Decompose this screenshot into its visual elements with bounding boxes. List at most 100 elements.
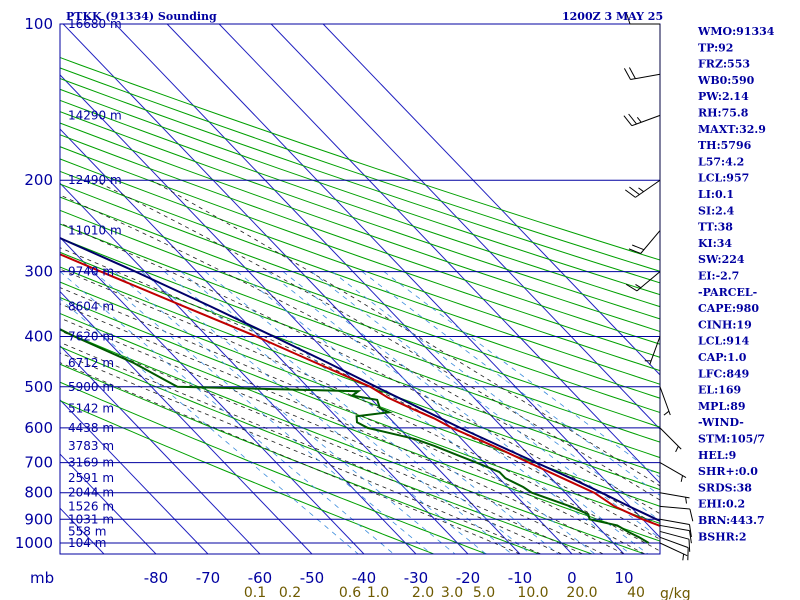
height-label: 16680 m xyxy=(68,17,122,31)
mixing-ratio-line xyxy=(331,271,660,522)
height-label: 1526 m xyxy=(68,499,114,513)
dry-adiabat-line xyxy=(60,67,660,272)
mixing-ratio-line xyxy=(180,271,531,554)
mixing-ratio-unit-label: g/kg xyxy=(660,586,691,600)
sounding-index-item: SI:2.4 xyxy=(698,204,735,217)
wind-barb xyxy=(625,179,661,198)
height-label: 104 m xyxy=(68,536,106,550)
mixing-ratio-line xyxy=(60,271,394,554)
height-label: 4438 m xyxy=(68,421,114,435)
dry-adiabat-line xyxy=(60,88,660,296)
mixing-ratio-labels: 0.1 0.2 0.6 1.0 2.0 3.0 5.0 10.0 20.0 40 xyxy=(244,585,645,600)
isotherm-line xyxy=(270,24,660,430)
height-label: 12490 m xyxy=(68,173,122,187)
sounding-index-item: -WIND- xyxy=(698,416,744,429)
pressure-tick-label: 900 xyxy=(24,510,53,528)
pressure-axis-labels: 100 200 300 400 500 600 700 800 900 1000 xyxy=(15,15,53,552)
sounding-index-item: TT:38 xyxy=(698,221,733,234)
station-title: PTKK (91334) Sounding xyxy=(66,10,217,23)
mixing-ratio-line xyxy=(93,271,432,554)
dry-adiabat-line xyxy=(60,111,660,320)
temperature-tick-label: -40 xyxy=(352,569,377,587)
sounding-index-item: WB0:590 xyxy=(697,74,755,87)
mixing-ratio-line xyxy=(267,271,631,554)
mixing-ratio-line xyxy=(141,271,487,554)
isotherm-line xyxy=(60,399,209,554)
sounding-trace-line xyxy=(60,328,650,544)
isotherm-line xyxy=(60,236,365,554)
sounding-index-item: HEL:9 xyxy=(698,449,736,462)
wind-barb xyxy=(659,492,690,504)
sounding-index-item: EL:169 xyxy=(698,384,741,397)
temperature-tick-label: -10 xyxy=(508,569,533,587)
temperature-tick-label: -80 xyxy=(144,569,169,587)
dry-adiabat-line xyxy=(60,329,645,554)
dry-adiabat-line xyxy=(60,266,660,491)
dry-adiabat-lines xyxy=(60,56,660,554)
moist-adiabat-line xyxy=(60,341,562,554)
sounding-index-item: CAP:1.0 xyxy=(698,351,747,364)
sounding-index-item: FRZ:553 xyxy=(698,58,750,71)
mixing-ratio-line xyxy=(114,271,456,554)
height-label: 6712 m xyxy=(68,356,114,370)
dry-adiabat-line xyxy=(60,183,660,399)
sounding-index-item: KI:34 xyxy=(698,237,732,250)
mixing-ratio-line xyxy=(282,271,649,554)
sounding-trace-line xyxy=(60,236,660,522)
temperature-tick-label: 10 xyxy=(614,569,633,587)
mixing-ratio-line xyxy=(383,271,660,478)
dry-adiabat-line xyxy=(60,381,487,554)
sounding-index-item: L57:4.2 xyxy=(698,155,744,168)
wind-barb xyxy=(623,113,661,127)
mixing-ratio-label: 3.0 xyxy=(441,585,463,600)
wind-barb xyxy=(625,11,660,25)
wind-barb xyxy=(659,524,692,544)
height-label: 1031 m xyxy=(68,512,114,526)
sounding-index-item: -PARCEL- xyxy=(698,286,757,299)
pressure-tick-label: 200 xyxy=(24,171,53,189)
temperature-tick-label: -50 xyxy=(300,569,325,587)
isotherm-line xyxy=(60,290,313,554)
moist-adiabat-lines xyxy=(60,179,660,554)
height-label: 7620 m xyxy=(68,329,114,343)
mixing-ratio-label: 5.0 xyxy=(473,585,495,600)
dry-adiabat-line xyxy=(60,146,660,358)
isotherm-line xyxy=(62,24,573,554)
dry-adiabat-line xyxy=(60,196,660,414)
pressure-tick-label: 400 xyxy=(24,327,53,345)
mixing-ratio-lines xyxy=(60,271,660,554)
sounding-index-item: BRN:443.7 xyxy=(698,514,765,527)
sounding-index-item: CINH:19 xyxy=(698,318,752,331)
moist-adiabat-line xyxy=(60,317,604,554)
pressure-tick-label: 300 xyxy=(24,263,53,281)
dry-adiabat-line xyxy=(60,56,660,261)
pressure-unit-label: mb xyxy=(30,569,54,587)
wind-barbs xyxy=(623,11,694,561)
dry-adiabat-line xyxy=(60,400,434,554)
moist-adiabat-line xyxy=(60,303,625,554)
height-label: 558 m xyxy=(68,524,106,538)
dry-adiabat-line xyxy=(60,363,540,554)
sounding-index-item: EI:-2.7 xyxy=(698,270,739,283)
sounding-indices-panel: WMO:91334 TP:92 FRZ:553 WB0:590 PW:2.14 RH:75… xyxy=(697,25,775,543)
sounding-index-item: PW:2.14 xyxy=(698,90,749,103)
pressure-tick-label: 1000 xyxy=(15,534,53,552)
height-label: 9740 m xyxy=(68,265,114,279)
sounding-index-item: TH:5796 xyxy=(698,139,752,152)
pressure-tick-label: 700 xyxy=(24,454,53,472)
sounding-index-item: STM:105/7 xyxy=(698,433,765,446)
wind-barb xyxy=(659,462,687,482)
sounding-index-item: SW:224 xyxy=(698,253,745,266)
mixing-ratio-line xyxy=(60,298,359,554)
mixing-ratio-line xyxy=(236,271,596,554)
moist-adiabat-line xyxy=(151,179,660,487)
temperature-tick-label: -60 xyxy=(248,569,273,587)
dry-adiabat-line xyxy=(60,170,660,385)
dry-adiabat-line xyxy=(60,346,593,554)
sounding-index-item: MPL:89 xyxy=(698,400,746,413)
sounding-index-item: EHI:0.2 xyxy=(698,498,745,511)
dry-adiabat-line xyxy=(60,296,660,524)
height-label: 3783 m xyxy=(68,439,114,453)
sounding-index-item: LFC:849 xyxy=(698,367,749,380)
